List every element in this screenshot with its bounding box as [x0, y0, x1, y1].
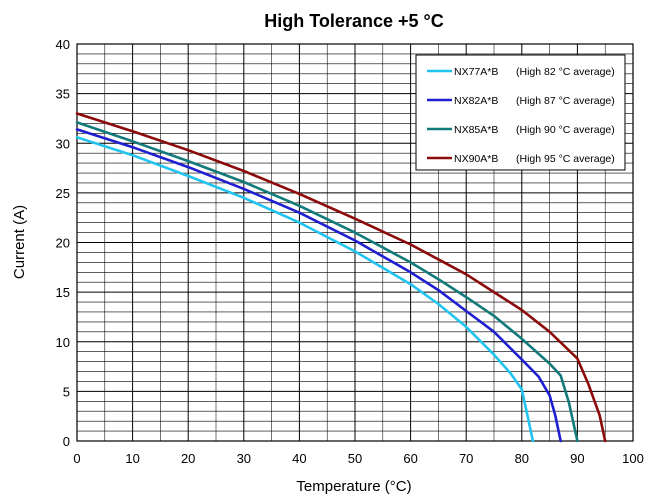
x-tick-label: 90 [570, 451, 584, 466]
x-tick-label: 70 [459, 451, 473, 466]
y-tick-label: 15 [56, 285, 70, 300]
x-tick-label: 30 [237, 451, 251, 466]
series-line-nx82a-b [77, 129, 561, 441]
x-tick-label: 20 [181, 451, 195, 466]
legend-label-nx90a-b: NX90A*B [454, 153, 498, 165]
legend-note-nx90a-b: (High 95 °C average) [516, 153, 615, 165]
y-tick-label: 30 [56, 136, 70, 151]
x-tick-label: 50 [348, 451, 362, 466]
legend-note-nx85a-b: (High 90 °C average) [516, 124, 615, 136]
y-axis-label: Current (A) [11, 205, 28, 279]
legend-label-nx77a-b: NX77A*B [454, 66, 498, 78]
legend: NX77A*B (High 82 °C average) NX82A*B (High … [416, 55, 625, 170]
y-tick-label: 10 [56, 335, 70, 350]
x-tick-label: 40 [292, 451, 306, 466]
y-tick-label: 5 [63, 384, 70, 399]
y-tick-label: 35 [56, 87, 70, 102]
x-tick-label: 10 [125, 451, 139, 466]
x-tick-label: 60 [403, 451, 417, 466]
y-tick-label: 40 [56, 37, 70, 52]
x-tick-label: 0 [73, 451, 80, 466]
x-tick-label: 100 [622, 451, 644, 466]
legend-note-nx77a-b: (High 82 °C average) [516, 66, 615, 78]
y-tick-label: 0 [63, 434, 70, 449]
y-axis-ticks: 0 5 10 15 20 25 30 35 40 [56, 37, 70, 449]
y-tick-label: 20 [56, 236, 70, 251]
y-tick-label: 25 [56, 186, 70, 201]
x-axis-ticks: 0 10 20 30 40 50 60 70 80 90 100 [73, 451, 643, 466]
legend-label-nx85a-b: NX85A*B [454, 124, 498, 136]
legend-note-nx82a-b: (High 87 °C average) [516, 95, 615, 107]
x-axis-label: Temperature (°C) [296, 478, 411, 495]
x-tick-label: 80 [515, 451, 529, 466]
legend-label-nx82a-b: NX82A*B [454, 95, 498, 107]
chart-title: High Tolerance +5 °C [264, 11, 443, 31]
